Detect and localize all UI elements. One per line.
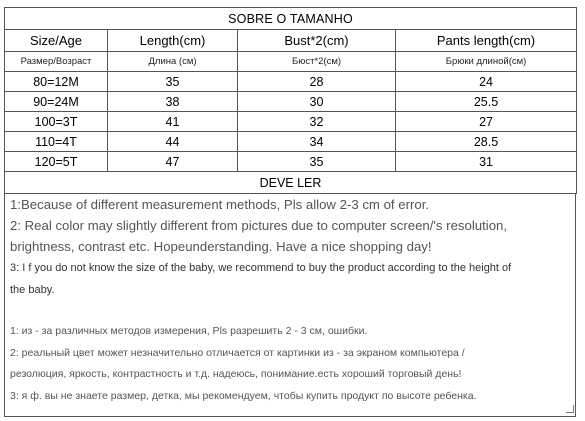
subheader-size-age-ru: Размер/Возраст [4,51,108,72]
header-length: Length(cm) [107,29,238,52]
cell-size: 80=12M [4,71,108,92]
note-ru-3: 3: я ф. вы не знаете размер, детка, мы р… [10,389,477,402]
cell-bust: 34 [237,131,396,152]
table-row: 120=5T 47 35 31 [4,151,578,172]
size-chart-sheet: SOBRE O TAMANHO Size/Age Length(cm) Bust… [3,7,578,417]
cell-bust: 32 [237,111,396,132]
note-en-3-cont: the baby. [10,284,55,296]
resize-corner-mark [566,405,574,413]
cell-size: 100=3T [4,111,108,132]
note-en-2: 2: Real color may slightly different fro… [10,218,508,233]
note-en-2-cont: brightness, contrast etc. Hopeunderstand… [10,239,432,254]
table-row: 80=12M 35 28 24 [4,71,578,92]
header-pants-length: Pants length(cm) [394,29,578,52]
header-size-age: Size/Age [4,29,108,52]
header-bust: Bust*2(cm) [237,29,396,52]
cell-size: 90=24M [4,91,108,112]
subheader-pants-length-ru: Брюки длиной(см) [394,51,578,72]
subheader-bust-ru: Бюст*2(см) [237,51,396,72]
cell-bust: 28 [237,71,396,92]
cell-bust: 30 [237,91,396,112]
note-en-3: 3: I f you do not know the size of the b… [10,262,512,274]
notes-spacer [5,301,575,321]
cell-pants: 27 [394,111,578,132]
cell-bust: 35 [237,151,396,172]
cell-length: 47 [107,151,238,172]
cell-size: 120=5T [4,151,108,172]
size-table-title: SOBRE O TAMANHO [3,7,578,30]
cell-length: 44 [107,131,238,152]
note-ru-1: 1: из - за различных методов измерения, … [10,325,368,337]
subheader-length-ru: Длина (см) [107,51,238,72]
table-row: 110=4T 44 34 28.5 [4,131,578,152]
cell-size: 110=4T [4,131,108,152]
cell-length: 41 [107,111,238,132]
cell-length: 35 [107,71,238,92]
cell-pants: 24 [394,71,578,92]
cell-pants: 31 [394,151,578,172]
table-row: 100=3T 41 32 27 [4,111,578,132]
notes-title: DEVE LER [3,171,578,194]
cell-pants: 25.5 [394,91,578,112]
cell-pants: 28.5 [394,131,578,152]
note-ru-2: 2: реальный цвет может незначительно отл… [10,346,465,359]
size-table: SOBRE O TAMANHO Size/Age Length(cm) Bust… [3,7,578,194]
note-en-1: 1:Because of different measurement metho… [10,197,430,212]
notes-box: 1:Because of different measurement metho… [4,194,576,417]
cell-length: 38 [107,91,238,112]
table-row: 90=24M 38 30 25.5 [4,91,578,112]
note-ru-2-cont: резолюция, яркость, контрастность и т.д.… [10,368,462,380]
